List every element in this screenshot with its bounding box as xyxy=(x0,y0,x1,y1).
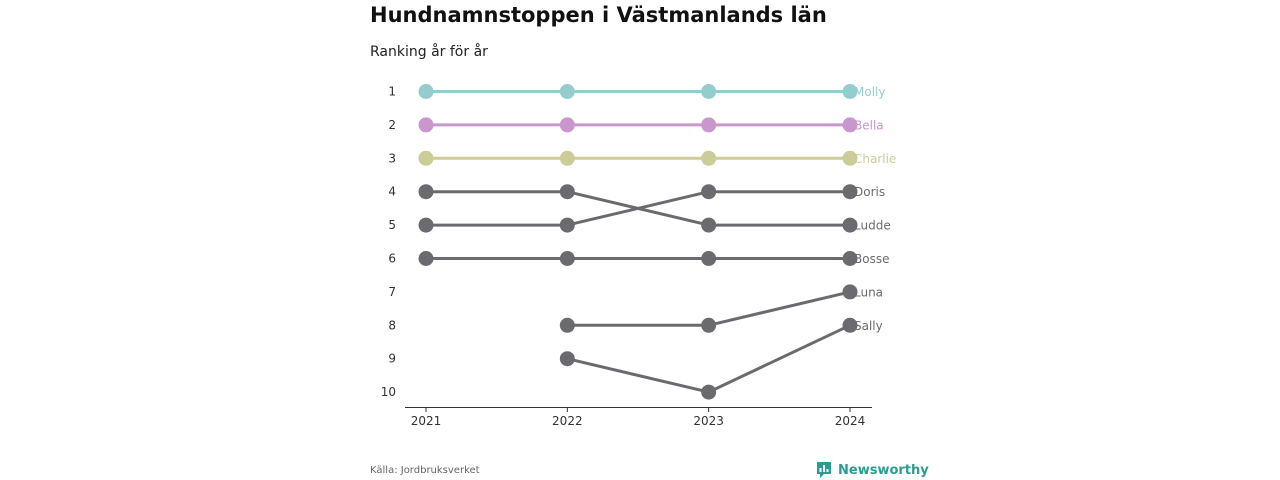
series-label: Bella xyxy=(854,118,884,132)
series-point xyxy=(559,217,575,233)
series-point xyxy=(418,184,434,200)
series-point xyxy=(701,84,717,99)
source-note: Källa: Jordbruksverket xyxy=(370,465,480,476)
x-tick-label: 2022 xyxy=(552,414,583,428)
series-point xyxy=(559,184,575,200)
series-point xyxy=(842,251,858,266)
series-point xyxy=(842,317,858,333)
series-label: Bosse xyxy=(854,252,889,266)
y-tick-label: 2 xyxy=(388,118,396,132)
axes: 2021 2022 2023 2024 1 2 3 4 5 6 7 8 9 10 xyxy=(381,85,872,428)
series-line xyxy=(426,190,850,227)
x-tick-label: 2023 xyxy=(693,414,724,428)
series-point xyxy=(559,117,575,133)
y-tick-label: 6 xyxy=(388,252,396,266)
series-point xyxy=(559,351,575,367)
series-point xyxy=(559,84,575,99)
chart-title: Hundnamnstoppen i Västmanlands län xyxy=(370,3,827,27)
series-line xyxy=(566,323,851,394)
series-point xyxy=(559,251,575,266)
y-tick-label: 9 xyxy=(388,352,396,366)
series-label: Ludde xyxy=(854,219,891,233)
series-labels: Molly Bella Charlie Doris Ludde Bosse Luna Sall… xyxy=(854,85,896,333)
series-point xyxy=(418,84,434,99)
series-point xyxy=(701,150,717,166)
series-point xyxy=(842,117,858,133)
chart-subtitle: Ranking år för år xyxy=(370,44,488,60)
series-point xyxy=(842,217,858,233)
bar-chart-speech-bubble-icon xyxy=(817,462,831,478)
y-tick-label: 3 xyxy=(388,151,396,165)
series-point xyxy=(842,284,858,300)
series-point xyxy=(701,217,717,233)
series-point xyxy=(842,184,858,200)
series-point xyxy=(701,184,717,200)
series-point xyxy=(701,317,717,333)
y-tick-label: 1 xyxy=(388,85,396,99)
y-tick-label: 7 xyxy=(388,285,396,299)
series-label: Doris xyxy=(854,185,885,199)
series-point xyxy=(701,384,717,400)
y-tick-label: 4 xyxy=(388,185,396,199)
series-point xyxy=(418,251,434,266)
y-tick-label: 8 xyxy=(388,318,396,332)
series-point xyxy=(701,251,717,266)
y-tick-label: 5 xyxy=(388,218,396,232)
series-point xyxy=(418,150,434,166)
series-point xyxy=(559,150,575,166)
series-label: Molly xyxy=(854,85,885,99)
series-point xyxy=(418,217,434,233)
series-points xyxy=(418,84,858,400)
series-point xyxy=(842,150,858,166)
x-tick-label: 2021 xyxy=(411,414,442,428)
series-label: Sally xyxy=(854,319,883,333)
series-lines xyxy=(426,90,851,394)
series-point xyxy=(701,117,717,133)
series-point xyxy=(842,84,858,99)
series-label: Charlie xyxy=(854,152,896,166)
series-point xyxy=(418,117,434,133)
y-tick-label: 10 xyxy=(381,385,396,399)
series-label: Luna xyxy=(854,285,883,299)
brand-logo[interactable]: Newsworthy xyxy=(816,461,929,479)
series-point xyxy=(559,317,575,333)
x-tick-label: 2024 xyxy=(835,414,866,428)
brand-name: Newsworthy xyxy=(838,462,929,478)
